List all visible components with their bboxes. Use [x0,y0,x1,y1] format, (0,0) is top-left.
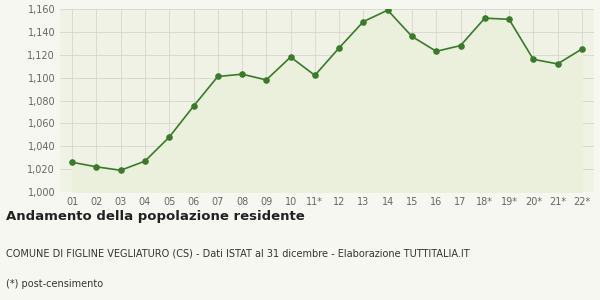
Point [334,46,344,50]
Point [116,168,125,173]
Point [359,19,368,24]
Point [504,17,514,22]
Text: (*) post-censimento: (*) post-censimento [6,279,103,289]
Point [67,160,77,165]
Point [431,49,441,54]
Point [140,159,150,164]
Point [92,164,101,169]
Point [188,104,198,109]
Point [213,74,223,79]
Point [529,57,538,62]
Point [310,73,320,78]
Point [286,55,295,59]
Point [577,46,587,51]
Point [383,8,392,13]
Point [237,72,247,76]
Point [164,135,174,140]
Point [262,77,271,82]
Point [480,16,490,20]
Point [407,34,417,39]
Text: COMUNE DI FIGLINE VEGLIATURO (CS) - Dati ISTAT al 31 dicembre - Elaborazione TUT: COMUNE DI FIGLINE VEGLIATURO (CS) - Dati… [6,249,470,259]
Text: Andamento della popolazione residente: Andamento della popolazione residente [6,210,305,223]
Point [553,61,562,66]
Point [456,43,466,48]
